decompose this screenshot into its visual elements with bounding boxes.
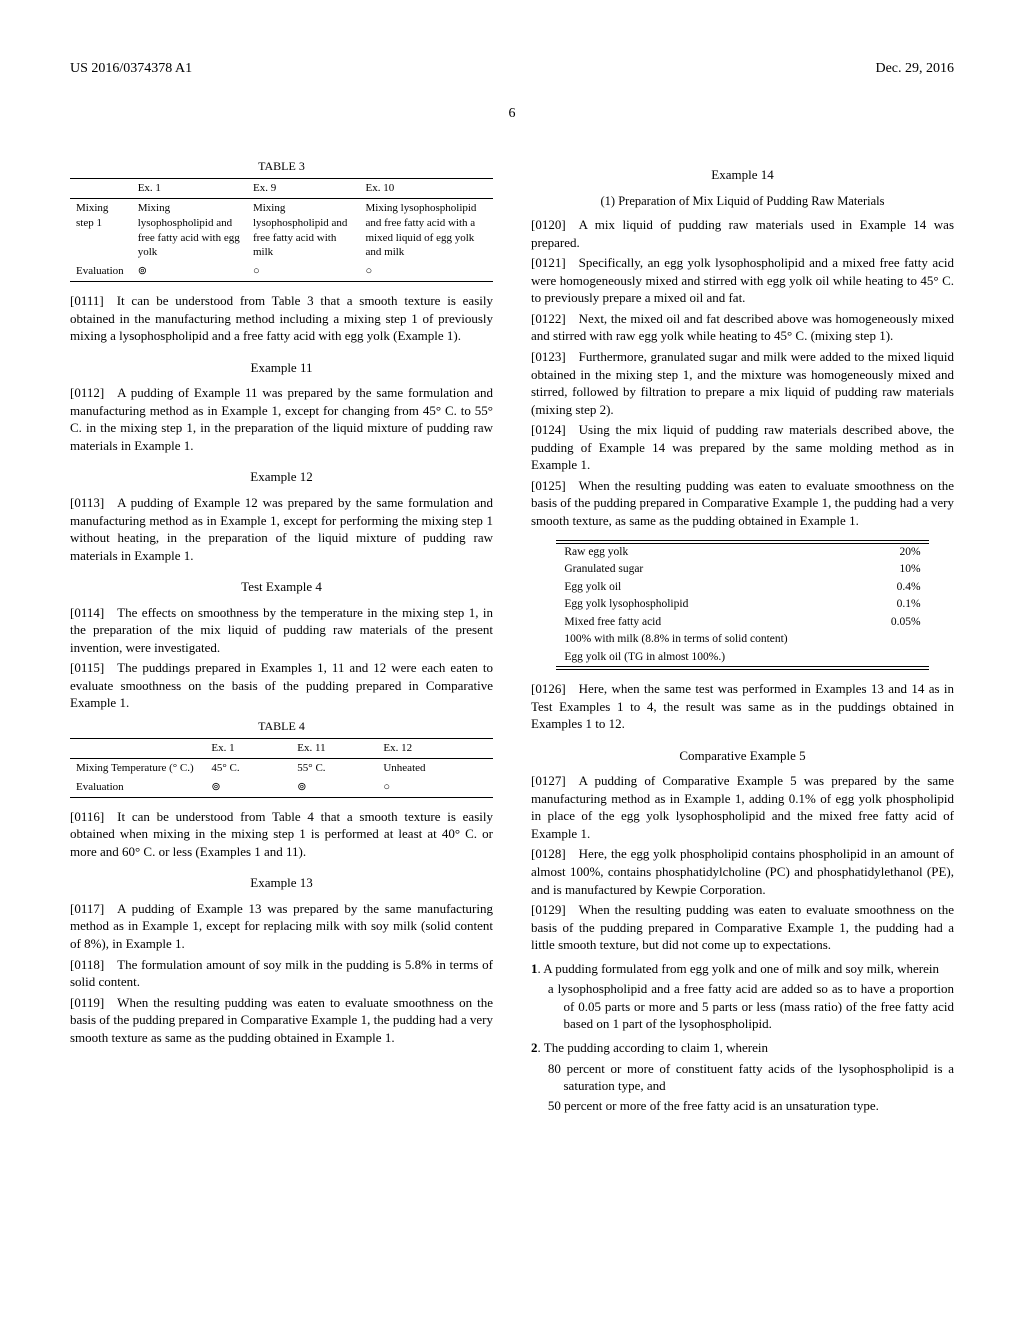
ft-r1c0: Granulated sugar — [556, 561, 869, 579]
table4-h0 — [70, 739, 205, 759]
table4-r0c2: 55° C. — [291, 759, 377, 778]
table3-r0c3: Mixing lysophospholipid and free fatty a… — [360, 198, 494, 262]
table4: Ex. 1 Ex. 11 Ex. 12 Mixing Temperature (… — [70, 738, 493, 798]
ft-r0c0: Raw egg yolk — [556, 543, 869, 561]
table3-r0c2: Mixing lysophospholipid and free fatty a… — [247, 198, 360, 262]
table3-r1c0: Evaluation — [70, 262, 132, 281]
ft-r2c0: Egg yolk oil — [556, 579, 869, 597]
table4-h1: Ex. 1 — [205, 739, 291, 759]
claim-2: 2. The pudding according to claim 1, whe… — [547, 1039, 954, 1057]
claim-1a: a lysophospholipid and a free fatty acid… — [564, 980, 955, 1033]
ft-r4c1: 0.05% — [869, 614, 929, 632]
table3-r1c1: ⊚ — [132, 262, 247, 281]
ft-r3c1: 0.1% — [869, 596, 929, 614]
table4-r1c0: Evaluation — [70, 778, 205, 797]
table4-r0c0: Mixing Temperature (° C.) — [70, 759, 205, 778]
ft-r0c1: 20% — [869, 543, 929, 561]
para-0112: [0112] A pudding of Example 11 was prepa… — [70, 384, 493, 454]
subheading-ex14-1: (1) Preparation of Mix Liquid of Pudding… — [531, 193, 954, 210]
table4-h2: Ex. 11 — [291, 739, 377, 759]
ft-r4c0: Mixed free fatty acid — [556, 614, 869, 632]
para-0123: [0123] Furthermore, granulated sugar and… — [531, 348, 954, 418]
para-0117: [0117] A pudding of Example 13 was prepa… — [70, 900, 493, 953]
para-0124: [0124] Using the mix liquid of pudding r… — [531, 421, 954, 474]
table4-r0c3: Unheated — [377, 759, 493, 778]
table4-r0c1: 45° C. — [205, 759, 291, 778]
table3-r1c2: ○ — [247, 262, 360, 281]
ft-r1c1: 10% — [869, 561, 929, 579]
claim-2a: 80 percent or more of constituent fatty … — [564, 1060, 955, 1095]
table3-h2: Ex. 9 — [247, 178, 360, 198]
para-0121: [0121] Specifically, an egg yolk lysopho… — [531, 254, 954, 307]
para-0120: [0120] A mix liquid of pudding raw mater… — [531, 216, 954, 251]
claim-1-num: 1 — [531, 961, 538, 976]
para-0122: [0122] Next, the mixed oil and fat descr… — [531, 310, 954, 345]
ft-r5c1 — [869, 631, 929, 649]
ft-r6c1 — [869, 649, 929, 667]
para-0118: [0118] The formulation amount of soy mil… — [70, 956, 493, 991]
ft-r5c0: 100% with milk (8.8% in terms of solid c… — [556, 631, 869, 649]
heading-ex14: Example 14 — [531, 166, 954, 184]
para-0114: [0114] The effects on smoothness by the … — [70, 604, 493, 657]
formulation-table: Raw egg yolk20% Granulated sugar10% Egg … — [556, 540, 928, 671]
page: US 2016/0374378 A1 Dec. 29, 2016 6 TABLE… — [0, 0, 1024, 1320]
para-0111: [0111] It can be understood from Table 3… — [70, 292, 493, 345]
heading-ex11: Example 11 — [70, 359, 493, 377]
para-0116: [0116] It can be understood from Table 4… — [70, 808, 493, 861]
page-header: US 2016/0374378 A1 Dec. 29, 2016 — [70, 60, 954, 79]
para-0125: [0125] When the resulting pudding was ea… — [531, 477, 954, 530]
left-column: TABLE 3 Ex. 1 Ex. 9 Ex. 10 Mixing step 1… — [70, 152, 493, 1116]
para-0127: [0127] A pudding of Comparative Example … — [531, 772, 954, 842]
para-0115: [0115] The puddings prepared in Examples… — [70, 659, 493, 712]
page-number: 6 — [70, 105, 954, 124]
table3-r0c1: Mixing lysophospholipid and free fatty a… — [132, 198, 247, 262]
table3: Ex. 1 Ex. 9 Ex. 10 Mixing step 1 Mixing … — [70, 178, 493, 282]
claim-2b: 50 percent or more of the free fatty aci… — [564, 1097, 955, 1115]
heading-te4: Test Example 4 — [70, 578, 493, 596]
publication-date: Dec. 29, 2016 — [875, 60, 954, 79]
table4-r1c3: ○ — [377, 778, 493, 797]
table3-h3: Ex. 10 — [360, 178, 494, 198]
table4-r1c1: ⊚ — [205, 778, 291, 797]
para-0128: [0128] Here, the egg yolk phospholipid c… — [531, 845, 954, 898]
heading-ex13: Example 13 — [70, 874, 493, 892]
ft-r3c0: Egg yolk lysophospholipid — [556, 596, 869, 614]
ft-r6c0: Egg yolk oil (TG in almost 100%.) — [556, 649, 869, 667]
claim-2-num: 2 — [531, 1040, 538, 1055]
table3-h1: Ex. 1 — [132, 178, 247, 198]
table4-h3: Ex. 12 — [377, 739, 493, 759]
para-0129: [0129] When the resulting pudding was ea… — [531, 901, 954, 954]
para-0126: [0126] Here, when the same test was perf… — [531, 680, 954, 733]
heading-ex12: Example 12 — [70, 468, 493, 486]
table3-caption: TABLE 3 — [70, 158, 493, 174]
para-0113: [0113] A pudding of Example 12 was prepa… — [70, 494, 493, 564]
claim-1: 1. A pudding formulated from egg yolk an… — [547, 960, 954, 978]
table4-caption: TABLE 4 — [70, 718, 493, 734]
ft-r2c1: 0.4% — [869, 579, 929, 597]
columns-container: TABLE 3 Ex. 1 Ex. 9 Ex. 10 Mixing step 1… — [70, 152, 954, 1116]
para-0119: [0119] When the resulting pudding was ea… — [70, 994, 493, 1047]
publication-number: US 2016/0374378 A1 — [70, 60, 192, 79]
heading-ce5: Comparative Example 5 — [531, 747, 954, 765]
table3-h0 — [70, 178, 132, 198]
table3-r0c0: Mixing step 1 — [70, 198, 132, 262]
table4-r1c2: ⊚ — [291, 778, 377, 797]
right-column: Example 14 (1) Preparation of Mix Liquid… — [531, 152, 954, 1116]
table3-r1c3: ○ — [360, 262, 494, 281]
